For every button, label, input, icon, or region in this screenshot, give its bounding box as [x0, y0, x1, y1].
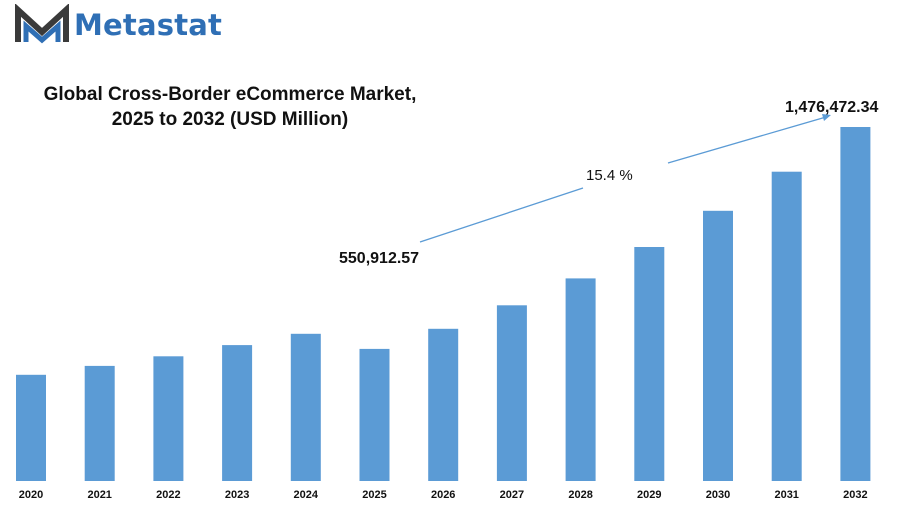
bar-2031 [771, 171, 802, 481]
x-tick-2023: 2023 [225, 489, 249, 501]
x-tick-2026: 2026 [431, 489, 455, 501]
bar-2030 [703, 210, 733, 482]
bar-2020 [16, 374, 46, 481]
end-value-label: 1,476,472.34 [785, 99, 879, 116]
bars-group [16, 127, 871, 482]
bar-2032 [840, 127, 871, 481]
x-tick-2020: 2020 [19, 489, 43, 501]
bar-2022 [153, 356, 184, 481]
chart-title-line-1: Global Cross-Border eCommerce Market, [43, 84, 417, 105]
bar-2021 [84, 365, 115, 481]
brand-name: Metastat [74, 7, 223, 42]
bar-2026 [428, 328, 459, 481]
bar-2025 [359, 348, 390, 481]
start-value-label: 550,912.57 [339, 250, 419, 267]
trend-arrow-right [667, 116, 827, 164]
metastat-m-logo-icon [15, 4, 69, 44]
x-axis-tick-labels: 2020 2021 2022 2023 2024 2025 2026 2027 2028 2029… [19, 489, 868, 501]
x-tick-2031: 2031 [774, 489, 798, 501]
bar-2024 [290, 333, 321, 481]
cagr-label: 15.4 % [586, 167, 633, 184]
x-tick-2028: 2028 [568, 489, 592, 501]
bar-2027 [496, 305, 527, 481]
x-tick-2022: 2022 [156, 489, 180, 501]
chart-title: Global Cross-Border eCommerce Market, 20… [20, 82, 440, 132]
x-tick-2029: 2029 [637, 489, 661, 501]
x-tick-2027: 2027 [500, 489, 524, 501]
trend-arrow-left [419, 187, 584, 243]
x-tick-2030: 2030 [706, 489, 730, 501]
brand-logo: Metastat [14, 4, 222, 46]
x-tick-2032: 2032 [843, 489, 867, 501]
x-tick-2021: 2021 [87, 489, 111, 501]
bar-2029 [634, 247, 665, 481]
chart-title-line-2: 2025 to 2032 (USD Million) [111, 109, 349, 130]
bar-2023 [222, 345, 253, 481]
bar-2028 [565, 278, 596, 481]
trend-arrow-head [822, 114, 831, 121]
x-tick-2025: 2025 [362, 489, 386, 501]
x-tick-2024: 2024 [294, 489, 319, 501]
